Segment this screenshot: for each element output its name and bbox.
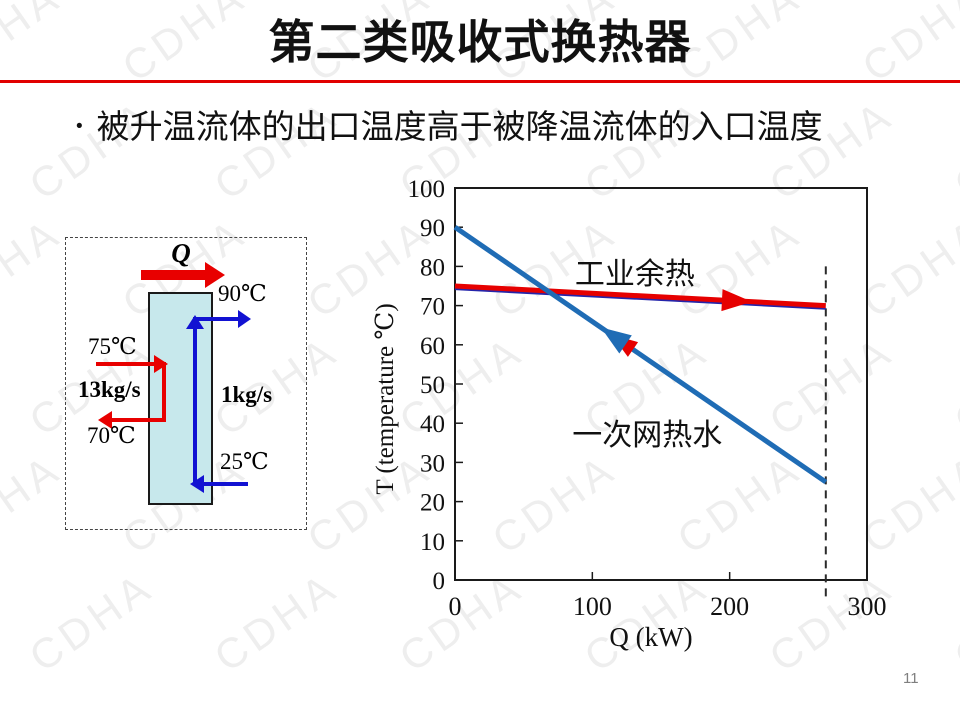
- hot-pipe-vertical: [162, 362, 166, 422]
- page-title: 第二类吸收式换热器: [268, 16, 692, 68]
- title-divider: [0, 80, 960, 83]
- cold-outlet-arrowhead-icon: [238, 310, 251, 328]
- svg-text:20: 20: [420, 490, 445, 517]
- bullet-text: 被升温流体的出口温度高于被降温流体的入口温度: [96, 108, 823, 145]
- bullet-icon: •: [76, 116, 83, 137]
- bullet-line: • 被升温流体的出口温度高于被降温流体的入口温度: [76, 100, 823, 148]
- svg-text:30: 30: [420, 450, 445, 477]
- svg-text:10: 10: [420, 529, 445, 556]
- cold-pipe-inlet: [204, 482, 248, 486]
- svg-text:80: 80: [420, 254, 445, 281]
- cold-pipe-outlet: [193, 317, 240, 321]
- hot-pipe-inlet: [96, 362, 154, 366]
- svg-text:60: 60: [420, 333, 445, 360]
- svg-text:100: 100: [408, 176, 446, 203]
- page-number: 11: [903, 670, 919, 687]
- svg-text:200: 200: [710, 592, 749, 621]
- temp-75-label: 75℃: [88, 334, 137, 359]
- svg-text:90: 90: [420, 215, 445, 242]
- svg-text:100: 100: [573, 592, 612, 621]
- svg-text:40: 40: [420, 411, 445, 438]
- cold-flowrate-label: 1kg/s: [221, 382, 273, 407]
- hot-flowrate-label: 13kg/s: [78, 377, 141, 402]
- tq-chart: 0 10 20 30 40 50 60 70 80 90 100 0 100 200 300 Q (kW) T …: [372, 176, 887, 652]
- svg-text:T (temperature ℃): T (temperature ℃): [372, 303, 399, 494]
- heat-flow-arrowhead-icon: [205, 262, 225, 288]
- cold-inlet-arrowhead-icon: [190, 475, 204, 493]
- temp-90-label: 90℃: [218, 281, 267, 306]
- heat-flow-arrow: [141, 270, 205, 280]
- svg-text:50: 50: [420, 372, 445, 399]
- svg-text:一次网热水: 一次网热水: [572, 419, 722, 452]
- heat-exchanger-diagram: Q 90℃ 75℃ 13kg/s 70℃ 1kg/s 25℃: [65, 237, 307, 530]
- hot-outlet-arrowhead-icon: [98, 411, 112, 429]
- temp-25-label: 25℃: [220, 449, 269, 474]
- svg-text:0: 0: [433, 568, 446, 595]
- cold-pipe-vertical: [193, 317, 197, 486]
- heat-flow-q-label: Q: [171, 238, 191, 268]
- hot-pipe-outlet: [112, 418, 164, 422]
- svg-text:工业余热: 工业余热: [575, 258, 695, 291]
- temp-70-label: 70℃: [87, 423, 136, 448]
- svg-text:70: 70: [420, 294, 445, 321]
- svg-text:0: 0: [449, 592, 462, 621]
- svg-text:Q (kW): Q (kW): [609, 622, 692, 652]
- svg-text:300: 300: [848, 592, 887, 621]
